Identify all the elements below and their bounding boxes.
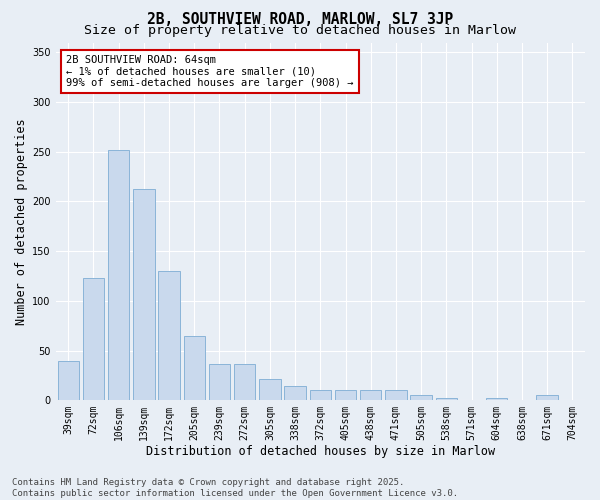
Bar	[385, 390, 407, 400]
Bar	[58, 362, 79, 400]
Bar	[209, 364, 230, 400]
Bar	[310, 390, 331, 400]
Bar	[133, 188, 155, 400]
Bar	[184, 336, 205, 400]
Bar	[83, 278, 104, 400]
Text: 2B SOUTHVIEW ROAD: 64sqm
← 1% of detached houses are smaller (10)
99% of semi-de: 2B SOUTHVIEW ROAD: 64sqm ← 1% of detache…	[66, 55, 354, 88]
Bar	[108, 150, 130, 400]
Bar	[259, 380, 281, 400]
Bar	[536, 396, 558, 400]
Bar	[486, 398, 508, 400]
Bar	[158, 271, 180, 400]
Y-axis label: Number of detached properties: Number of detached properties	[15, 118, 28, 324]
Bar	[410, 396, 432, 400]
Bar	[234, 364, 256, 400]
X-axis label: Distribution of detached houses by size in Marlow: Distribution of detached houses by size …	[146, 444, 495, 458]
Text: Size of property relative to detached houses in Marlow: Size of property relative to detached ho…	[84, 24, 516, 37]
Bar	[284, 386, 306, 400]
Text: 2B, SOUTHVIEW ROAD, MARLOW, SL7 3JP: 2B, SOUTHVIEW ROAD, MARLOW, SL7 3JP	[147, 12, 453, 28]
Bar	[436, 398, 457, 400]
Bar	[335, 390, 356, 400]
Bar	[360, 390, 382, 400]
Text: Contains HM Land Registry data © Crown copyright and database right 2025.
Contai: Contains HM Land Registry data © Crown c…	[12, 478, 458, 498]
